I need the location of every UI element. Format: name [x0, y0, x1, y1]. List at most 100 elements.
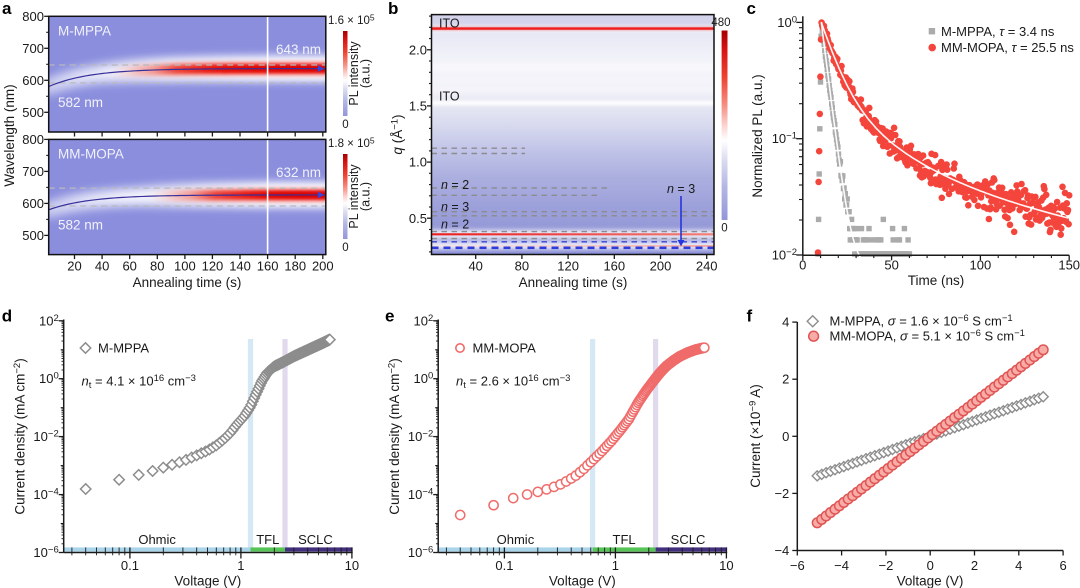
svg-text:MM-MOPA, σ = 5.1 × 10−6 S cm−1: MM-MOPA, σ = 5.1 × 10−6 S cm−1 [830, 328, 1025, 344]
svg-text:Wavelength (nm): Wavelength (nm) [2, 84, 17, 186]
svg-text:n = 3: n = 3 [667, 182, 695, 196]
svg-text:20: 20 [67, 259, 81, 274]
svg-text:6: 6 [1059, 558, 1066, 573]
svg-text:TFL: TFL [256, 532, 279, 547]
svg-text:ITO: ITO [439, 89, 460, 103]
svg-text:d: d [2, 307, 12, 326]
svg-text:c: c [747, 0, 756, 18]
svg-text:800: 800 [22, 9, 44, 24]
svg-text:M-MPPA, τ = 3.4 ns: M-MPPA, τ = 3.4 ns [941, 24, 1055, 39]
svg-text:Normalized PL (a.u.): Normalized PL (a.u.) [750, 74, 765, 197]
svg-text:e: e [385, 307, 394, 326]
svg-text:M-MPPA: M-MPPA [58, 23, 111, 38]
svg-text:582 nm: 582 nm [58, 218, 103, 233]
svg-text:−2: −2 [878, 558, 893, 573]
svg-text:1.8 × 105: 1.8 × 105 [328, 136, 375, 151]
svg-text:160: 160 [257, 259, 279, 274]
svg-text:(a.u.): (a.u.) [359, 182, 373, 211]
svg-text:0: 0 [342, 119, 348, 131]
svg-text:Current (×10−9 A): Current (×10−9 A) [748, 384, 764, 488]
svg-text:2: 2 [971, 558, 978, 573]
svg-text:4: 4 [1015, 558, 1022, 573]
svg-text:TFL: TFL [613, 532, 636, 547]
svg-text:−6: −6 [790, 558, 805, 573]
svg-text:1.0: 1.0 [409, 155, 427, 170]
svg-text:n = 2: n = 2 [441, 178, 469, 192]
svg-text:Current density (mA cm−2): Current density (mA cm−2) [12, 358, 28, 514]
svg-text:643 nm: 643 nm [276, 42, 321, 57]
svg-text:nt = 2.6 × 1016 cm−3: nt = 2.6 × 1016 cm−3 [456, 373, 570, 391]
svg-text:632 nm: 632 nm [276, 165, 321, 180]
svg-text:Ohmic: Ohmic [138, 532, 176, 547]
svg-text:PL intensity: PL intensity [347, 41, 361, 106]
svg-text:700: 700 [22, 41, 44, 56]
svg-text:100: 100 [174, 259, 196, 274]
svg-text:700: 700 [22, 164, 44, 179]
svg-text:1: 1 [612, 558, 619, 573]
svg-text:500: 500 [22, 228, 44, 243]
svg-text:240: 240 [696, 259, 718, 274]
svg-text:1.5: 1.5 [409, 98, 427, 113]
svg-text:600: 600 [22, 73, 44, 88]
svg-text:600: 600 [22, 196, 44, 211]
svg-text:80: 80 [150, 259, 164, 274]
svg-text:2: 2 [782, 372, 789, 387]
svg-text:0: 0 [342, 242, 348, 254]
svg-text:200: 200 [312, 259, 334, 274]
svg-text:60: 60 [122, 259, 136, 274]
svg-text:50: 50 [884, 258, 898, 273]
svg-text:M-MPPA, σ = 1.6 × 10−6 S cm−1: M-MPPA, σ = 1.6 × 10−6 S cm−1 [830, 313, 1013, 329]
svg-text:0: 0 [782, 429, 789, 444]
svg-text:SCLC: SCLC [671, 532, 706, 547]
svg-text:140: 140 [229, 259, 251, 274]
svg-text:nt = 4.1 × 1016 cm−3: nt = 4.1 × 1016 cm−3 [82, 373, 196, 391]
svg-text:Annealing time (s): Annealing time (s) [133, 275, 242, 290]
svg-text:Time (ns): Time (ns) [908, 273, 965, 288]
svg-text:120: 120 [202, 259, 224, 274]
svg-text:0.5: 0.5 [409, 211, 427, 226]
svg-text:180: 180 [284, 259, 306, 274]
svg-text:SCLC: SCLC [298, 532, 333, 547]
svg-text:40: 40 [468, 259, 482, 274]
svg-text:f: f [747, 307, 753, 326]
svg-text:1: 1 [237, 558, 244, 573]
svg-text:1.6 × 105: 1.6 × 105 [328, 13, 375, 28]
svg-text:Voltage (V): Voltage (V) [897, 574, 964, 588]
svg-text:−2: −2 [774, 486, 789, 501]
svg-text:−4: −4 [774, 543, 789, 558]
svg-text:4: 4 [782, 315, 789, 330]
svg-text:Annealing time (s): Annealing time (s) [519, 275, 628, 290]
svg-text:200: 200 [650, 259, 672, 274]
svg-text:0.1: 0.1 [121, 558, 139, 573]
svg-text:MM-MOPA: MM-MOPA [58, 146, 124, 161]
svg-text:n = 3: n = 3 [441, 200, 469, 214]
svg-text:0: 0 [799, 258, 806, 273]
svg-text:a: a [2, 0, 12, 18]
svg-text:n = 2: n = 2 [441, 218, 469, 232]
svg-text:10: 10 [345, 558, 359, 573]
svg-text:Voltage (V): Voltage (V) [174, 574, 241, 588]
svg-text:2.0: 2.0 [409, 42, 427, 57]
svg-text:MM-MOPA, τ = 25.5 ns: MM-MOPA, τ = 25.5 ns [941, 40, 1074, 55]
svg-text:120: 120 [557, 259, 579, 274]
svg-text:80: 80 [515, 259, 529, 274]
svg-text:500: 500 [22, 105, 44, 120]
svg-text:ITO: ITO [439, 16, 460, 30]
svg-text:PL intensity: PL intensity [347, 164, 361, 229]
svg-text:M-MPPA: M-MPPA [98, 341, 149, 356]
svg-text:0: 0 [927, 558, 934, 573]
svg-text:800: 800 [22, 132, 44, 147]
svg-text:b: b [388, 0, 398, 18]
svg-text:10: 10 [719, 558, 733, 573]
svg-text:MM-MOPA: MM-MOPA [473, 341, 537, 356]
svg-text:160: 160 [603, 259, 625, 274]
svg-text:40: 40 [95, 259, 109, 274]
svg-text:0.1: 0.1 [495, 558, 513, 573]
svg-text:480: 480 [711, 17, 730, 29]
svg-text:(a.u.): (a.u.) [359, 59, 373, 88]
svg-text:Ohmic: Ohmic [497, 532, 535, 547]
svg-text:0: 0 [721, 223, 727, 235]
svg-text:150: 150 [1058, 258, 1080, 273]
svg-text:100: 100 [970, 258, 992, 273]
svg-text:Current density (mA cm−2): Current density (mA cm−2) [387, 358, 403, 514]
